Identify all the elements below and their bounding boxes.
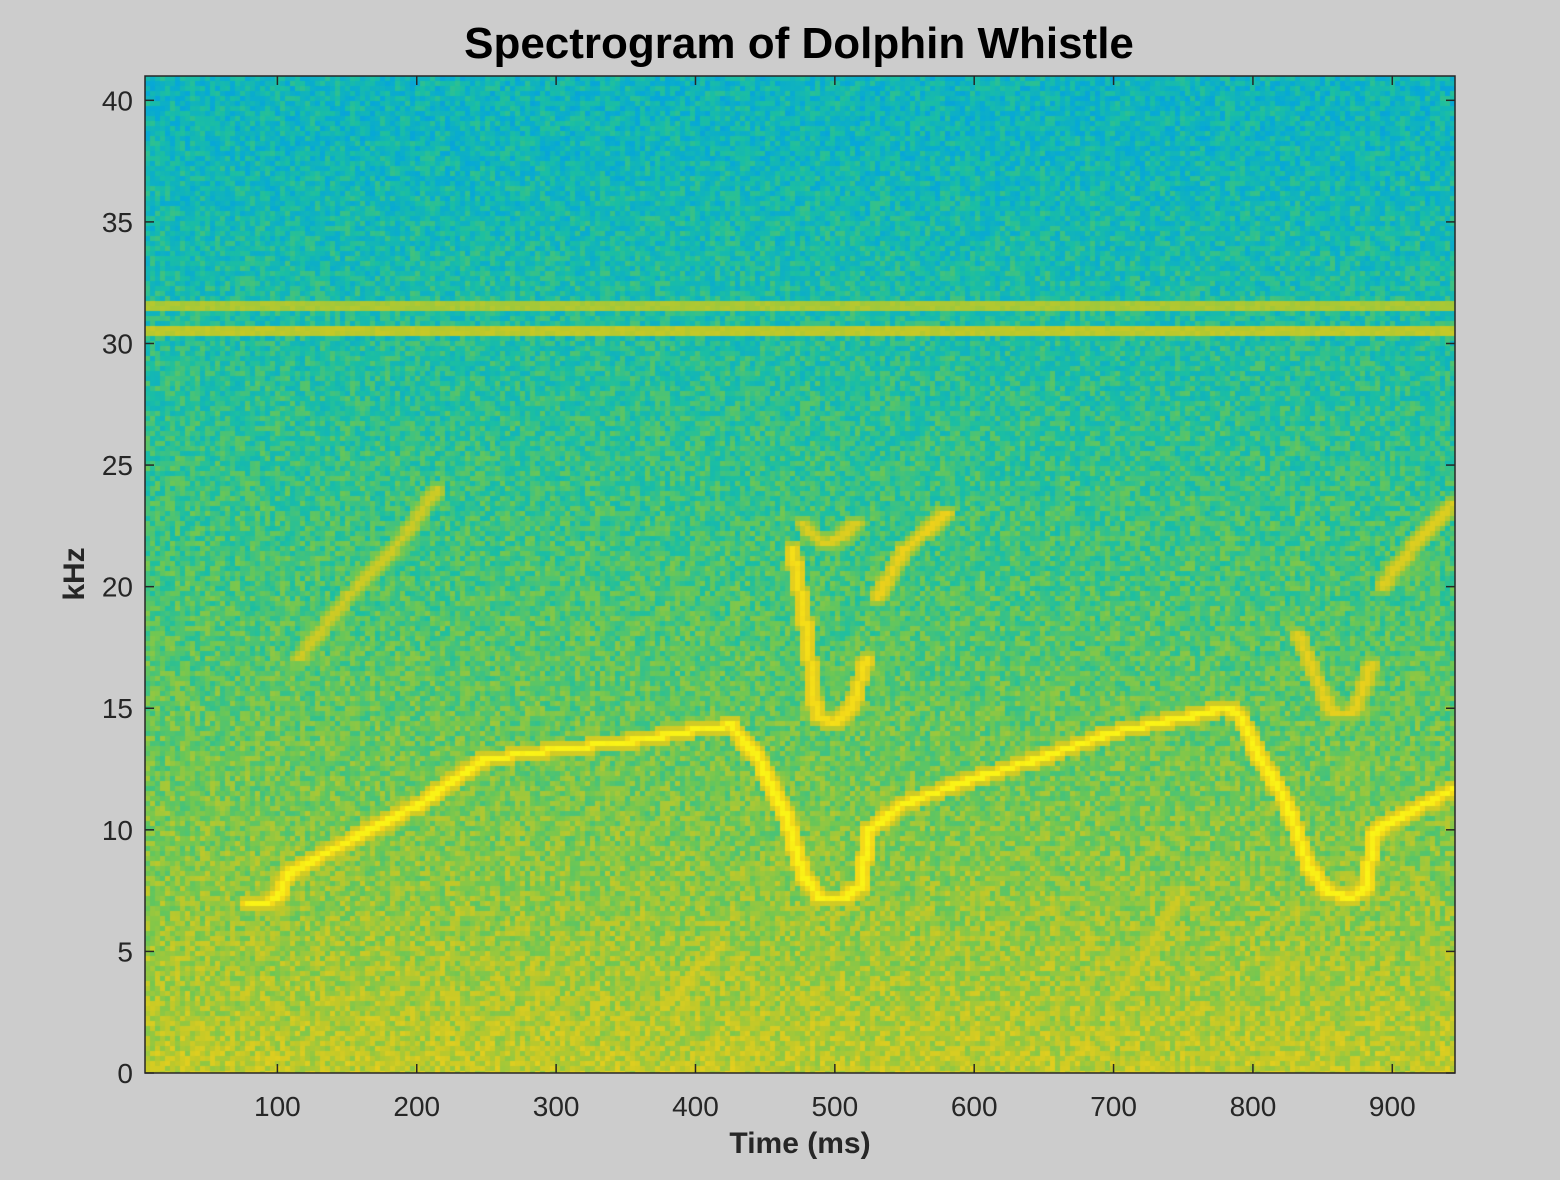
x-tick-label: 600 [951, 1091, 998, 1122]
x-tick-label: 800 [1230, 1091, 1277, 1122]
x-tick-label: 900 [1369, 1091, 1416, 1122]
plot-area [144, 75, 1456, 1074]
y-tick-label: 35 [102, 207, 133, 238]
x-tick-label: 700 [1090, 1091, 1137, 1122]
x-axis-ticks: 100 200 300 400 500 600 700 800 900 [254, 76, 1416, 1122]
spectrogram-heatmap [145, 76, 1455, 1073]
chart-title: Spectrogram of Dolphin Whistle [464, 19, 1134, 68]
axes-box [144, 75, 1456, 1074]
y-tick-label: 30 [102, 328, 133, 359]
x-axis-label: Time (ms) [729, 1127, 870, 1160]
y-axis-label: kHz [58, 547, 91, 600]
y-tick-label: 40 [102, 85, 133, 116]
x-tick-label: 400 [672, 1091, 719, 1122]
y-axis-ticks: 0 5 10 15 20 25 30 35 40 [102, 85, 1455, 1089]
y-tick-label: 20 [102, 572, 133, 603]
x-tick-label: 200 [393, 1091, 440, 1122]
x-tick-label: 500 [811, 1091, 858, 1122]
y-tick-label: 25 [102, 450, 133, 481]
y-tick-label: 5 [117, 936, 133, 967]
x-tick-label: 100 [254, 1091, 301, 1122]
spectrogram-canvas [145, 76, 1455, 1073]
y-tick-label: 15 [102, 693, 133, 724]
y-tick-label: 10 [102, 815, 133, 846]
x-tick-label: 300 [533, 1091, 580, 1122]
y-tick-label: 0 [117, 1058, 133, 1089]
